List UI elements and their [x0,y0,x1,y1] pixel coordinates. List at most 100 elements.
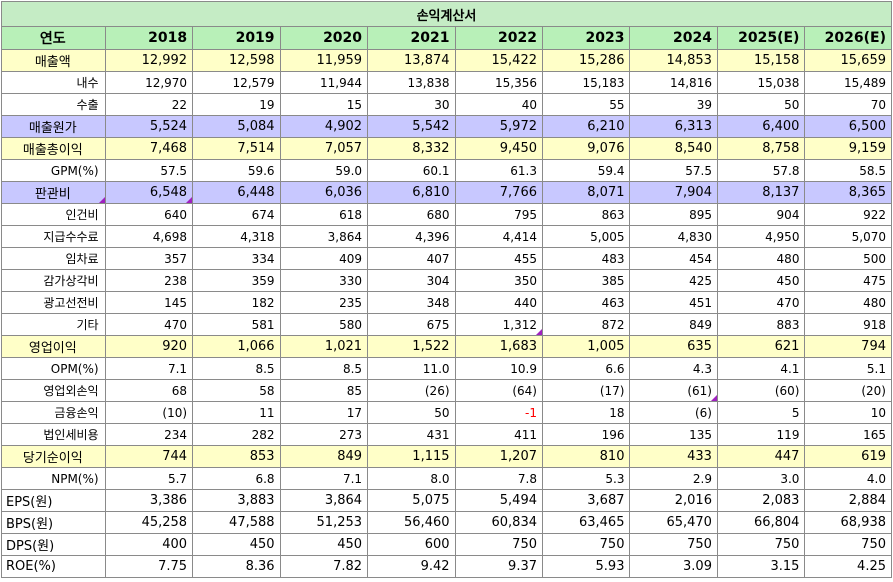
table-cell: 5,524 [104,115,194,138]
table-cell: 10 [804,401,892,424]
table-cell: 433 [629,445,718,468]
table-cell: 3,864 [279,489,369,512]
table-cell: 6,500 [804,115,892,138]
table-cell: 675 [367,313,456,336]
table-cell: (61) [629,379,718,402]
title-row: 손익계산서 [1,1,892,27]
table-row: 매출원가 5,524 5,084 4,902 5,542 5,972 6,210 6,313 6… [1,115,892,138]
year-header-cell: 2022 [454,26,544,50]
table-cell: 282 [192,423,281,446]
table-cell: 872 [541,313,631,336]
table-cell: 5,005 [541,225,631,248]
table-cell: 440 [454,291,544,314]
table-cell: 22 [104,93,194,116]
table-cell: 1,115 [367,445,456,468]
table-cell: 1,522 [367,335,456,358]
table-cell: 600 [367,533,456,556]
table-cell: 7.1 [104,357,194,380]
table-cell: 6,448 [192,181,281,204]
table-cell: 70 [804,93,892,116]
table-cell: 863 [541,203,631,226]
table-cell: 4.0 [804,467,892,490]
table-cell: 450 [279,533,369,556]
table-cell: 359 [192,269,281,292]
table-cell: 5,972 [454,115,544,138]
table-cell: (17) [541,379,631,402]
table-cell: 15,183 [541,71,631,94]
table-row: 지급수수료 4,698 4,318 3,864 4,396 4,414 5,005 4,830… [1,225,892,248]
table-cell: 66,804 [716,511,806,534]
table-cell: 922 [804,203,892,226]
table-cell: 4.25 [804,555,892,578]
table-cell: 68,938 [804,511,892,534]
table-cell: 9.37 [454,555,544,578]
table-cell: 904 [716,203,806,226]
row-label: 감가상각비 [1,269,106,292]
table-cell: 407 [367,247,456,270]
row-label: 판관비 [1,181,106,204]
table-cell: 400 [104,533,194,556]
table-cell: 750 [716,533,806,556]
table-cell: 235 [279,291,369,314]
table-cell: 12,970 [104,71,194,94]
table-cell: 3.0 [716,467,806,490]
table-cell: 6,313 [629,115,718,138]
table-cell: 883 [716,313,806,336]
table-cell: 2,016 [629,489,718,512]
table-cell: 849 [279,445,369,468]
table-cell: 7,514 [192,137,281,160]
table-cell: 1,312 [454,313,544,336]
row-label: GPM(%) [1,159,106,182]
table-cell: 895 [629,203,718,226]
table-cell: 4,396 [367,225,456,248]
table-cell: 3,687 [541,489,631,512]
table-row: GPM(%) 57.5 59.6 59.0 60.1 61.3 59.4 57.5 57.8 58… [1,159,892,182]
table-cell: 425 [629,269,718,292]
table-cell: 853 [192,445,281,468]
table-cell: 6.6 [541,357,631,380]
table-cell: 3,864 [279,225,369,248]
table-cell: 7,468 [104,137,194,160]
table-row: 당기순이익 744 853 849 1,115 1,207 810 433 447 619 [1,445,892,468]
table-cell: 750 [541,533,631,556]
table-cell: 581 [192,313,281,336]
table-row: 수출 22 19 15 30 40 55 39 50 70 [1,93,892,116]
table-cell: (10) [104,401,194,424]
table-cell: 7.75 [104,555,194,578]
table-cell: 8.0 [367,467,456,490]
year-header-cell: 2023 [541,26,631,50]
table-cell: 304 [367,269,456,292]
row-label: 기타 [1,313,106,336]
table-cell: 4.1 [716,357,806,380]
table-cell: 85 [279,379,369,402]
table-cell: 145 [104,291,194,314]
table-cell: 2.9 [629,467,718,490]
table-row: NPM(%) 5.7 6.8 7.1 8.0 7.8 5.3 2.9 3.0 4.0 [1,467,892,490]
table-cell: 273 [279,423,369,446]
table-cell: 4.3 [629,357,718,380]
table-cell: 9,076 [541,137,631,160]
table-cell: 431 [367,423,456,446]
table-row: 영업외손익 68 58 85 (26) (64) (17) (61) (60) (20) [1,379,892,402]
table-cell: 447 [716,445,806,468]
table-cell: 17 [279,401,369,424]
row-label: 영업외손익 [1,379,106,402]
table-cell: 6,036 [279,181,369,204]
table-title: 손익계산서 [1,1,892,27]
table-cell: 10.9 [454,357,544,380]
table-row: ROE(%) 7.75 8.36 7.82 9.42 9.37 5.93 3.09 3.15 4.… [1,555,892,578]
table-cell: 135 [629,423,718,446]
table-cell: 640 [104,203,194,226]
table-cell: 5,542 [367,115,456,138]
table-cell: 750 [629,533,718,556]
table-cell: 357 [104,247,194,270]
row-label: 내수 [1,71,106,94]
table-cell: 6,810 [367,181,456,204]
table-row: 임차료 357 334 409 407 455 483 454 480 500 [1,247,892,270]
table-cell: 165 [804,423,892,446]
table-cell: 618 [279,203,369,226]
table-cell: 8.36 [192,555,281,578]
table-cell: 1,683 [454,335,544,358]
table-cell: 6,400 [716,115,806,138]
table-cell: 3.15 [716,555,806,578]
